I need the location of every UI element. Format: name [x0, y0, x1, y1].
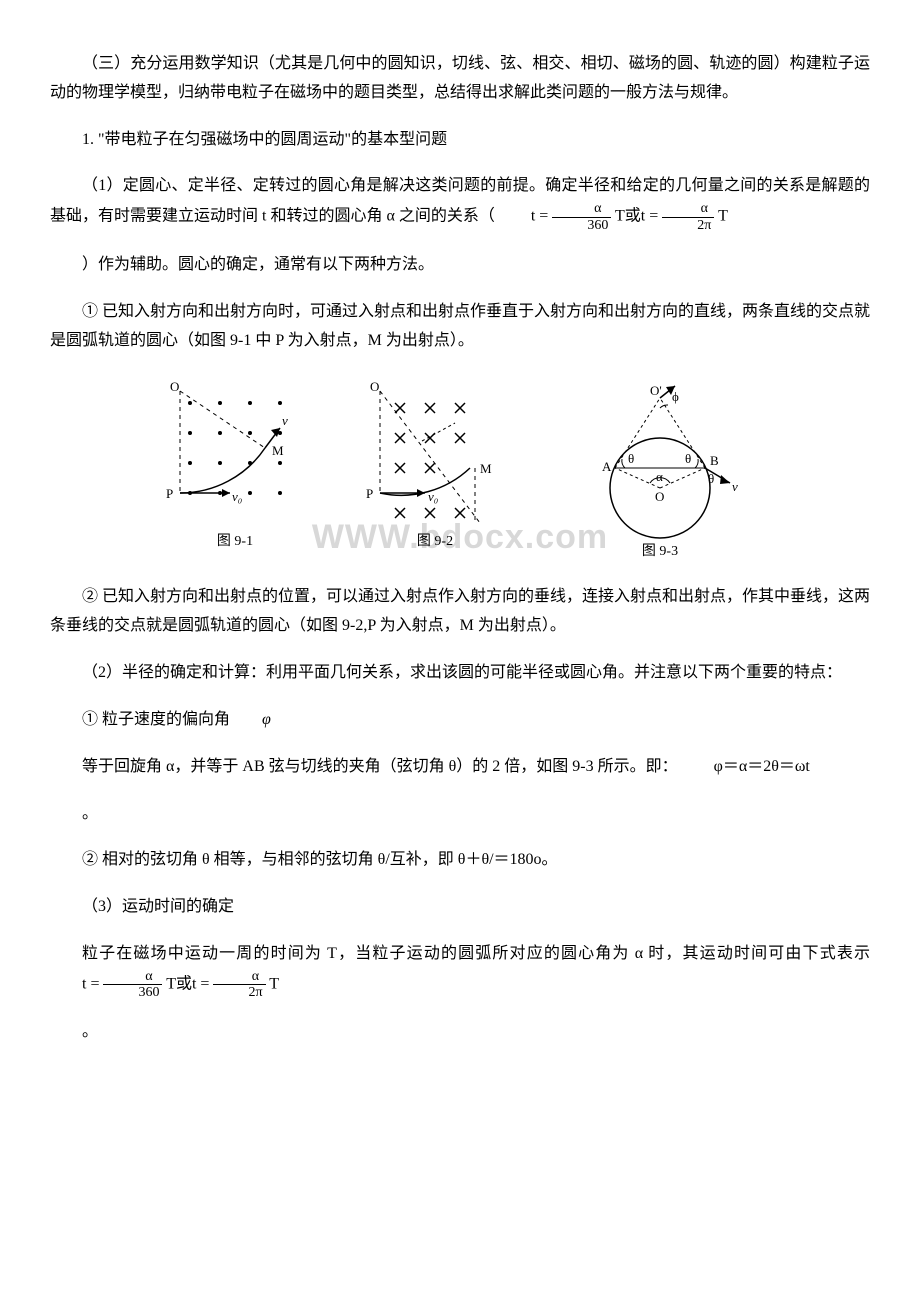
fraction: α 360 — [552, 201, 611, 233]
formula-time-1: t = α 360 T或t = α 2π T — [499, 201, 728, 233]
label-v: v — [282, 413, 288, 428]
label-theta-r: θ — [685, 451, 691, 466]
para-intro: （三）充分运用数学知识（尤其是几何中的圆知识，切线、弦、相交、相切、磁场的圆、轨… — [50, 50, 870, 108]
label-P: P — [166, 486, 173, 501]
f-lhs: t = — [82, 975, 99, 992]
denominator: 360 — [103, 985, 162, 1000]
numerator: α — [213, 969, 265, 985]
label-theta-out: θ — [708, 471, 714, 486]
para-feature-1: ① 粒子速度的偏向角φ — [50, 706, 870, 735]
label-A: A — [602, 459, 612, 474]
f-rhs: T — [269, 975, 279, 992]
label-O: O — [370, 379, 379, 394]
denominator: 2π — [662, 218, 714, 233]
text: （1）定圆心、定半径、定转过的圆心角是解决这类问题的前提。确定半径和给定的几何量… — [50, 177, 870, 224]
label-M: M — [480, 461, 492, 476]
watermark-text: WWW.bdocx.com — [312, 518, 608, 556]
label-Op: O' — [650, 383, 662, 398]
para-heading-1: 1. "带电粒子在匀强磁场中的圆周运动"的基本型问题 — [50, 126, 870, 155]
para-dot-2: 。 — [50, 1018, 870, 1047]
f-mid: T或t = — [615, 208, 658, 225]
phi-symbol: φ — [230, 706, 271, 735]
label-phi: ϕ — [672, 389, 679, 404]
denominator: 360 — [552, 218, 611, 233]
diagrams-svg: WWW.bdocx.com — [150, 373, 770, 563]
para-method-1: ① 已知入射方向和出射方向时，可通过入射点和出射点作垂直于入射方向和出射方向的直… — [50, 298, 870, 356]
diagram-block: WWW.bdocx.com — [50, 373, 870, 563]
para-1-3: （3）运动时间的确定 — [50, 893, 870, 922]
diagram-9-3: O A B — [602, 383, 738, 559]
f-rhs: T — [718, 208, 728, 225]
para-1-1b: ）作为辅助。圆心的确定，通常有以下两种方法。 — [50, 251, 870, 280]
numerator: α — [552, 201, 611, 217]
label-v0: v₀ — [232, 489, 242, 504]
label-B: B — [710, 453, 719, 468]
formula-phi: φ＝α＝2θ＝ωt — [682, 753, 810, 782]
label-M: M — [272, 443, 284, 458]
label-v: v — [732, 479, 738, 494]
formula-time-2: t = α 360 T或t = α 2π T — [50, 969, 279, 1001]
numerator: α — [103, 969, 162, 985]
para-dot-1: 。 — [50, 800, 870, 829]
caption-9-3: 图 9-3 — [642, 544, 678, 559]
caption-9-1: 图 9-1 — [217, 534, 253, 549]
label-O: O — [655, 489, 664, 504]
para-1-1: （1）定圆心、定半径、定转过的圆心角是解决这类问题的前提。确定半径和给定的几何量… — [50, 172, 870, 233]
para-time: 粒子在磁场中运动一周的时间为 T，当粒子运动的圆弧所对应的圆心角为 α 时，其运… — [50, 940, 870, 1001]
diagram-9-1: O P M v v₀ 图 9-1 — [166, 379, 288, 549]
label-O: O — [170, 379, 179, 394]
label-theta-l: θ — [628, 451, 634, 466]
label-v0: v₀ — [428, 489, 438, 504]
para-feature-1b: 等于回旋角 α，并等于 AB 弦与切线的夹角（弦切角 θ）的 2 倍，如图 9-… — [50, 753, 870, 782]
f-mid: T或t = — [166, 975, 209, 992]
fraction: α 360 — [103, 969, 162, 1001]
para-method-2: ② 已知入射方向和出射点的位置，可以通过入射点作入射方向的垂线，连接入射点和出射… — [50, 583, 870, 641]
label-P: P — [366, 486, 373, 501]
fraction: α 2π — [213, 969, 265, 1001]
text: 粒子在磁场中运动一周的时间为 T，当粒子运动的圆弧所对应的圆心角为 α 时，其运… — [82, 945, 870, 962]
para-1-2: （2）半径的确定和计算：利用平面几何关系，求出该圆的可能半径或圆心角。并注意以下… — [50, 659, 870, 688]
fraction: α 2π — [662, 201, 714, 233]
numerator: α — [662, 201, 714, 217]
denominator: 2π — [213, 985, 265, 1000]
caption-9-2: 图 9-2 — [417, 534, 453, 549]
para-feature-2: ② 相对的弦切角 θ 相等，与相邻的弦切角 θ/互补，即 θ＋θ/＝180o。 — [50, 846, 870, 875]
text: ① 粒子速度的偏向角 — [82, 711, 230, 728]
label-alpha: α — [656, 469, 663, 484]
f-lhs: t = — [531, 208, 548, 225]
page: （三）充分运用数学知识（尤其是几何中的圆知识，切线、弦、相交、相切、磁场的圆、轨… — [0, 0, 920, 1115]
text: 等于回旋角 α，并等于 AB 弦与切线的夹角（弦切角 θ）的 2 倍，如图 9-… — [82, 758, 678, 775]
